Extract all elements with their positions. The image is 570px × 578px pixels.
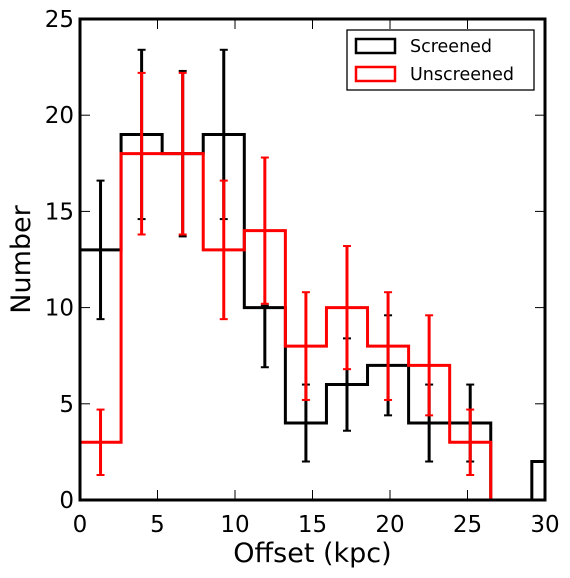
x-tick-label: 25 (453, 512, 482, 538)
legend-swatch-unscreened (354, 65, 397, 83)
error-bar (137, 71, 146, 236)
y-tick-label: 25 (45, 7, 74, 33)
error-bar (466, 408, 475, 476)
error-bar (425, 314, 434, 417)
x-tick-label: 5 (150, 512, 165, 538)
error-bar (260, 304, 269, 369)
y-tick-label: 20 (45, 103, 74, 129)
error-bar (260, 156, 269, 305)
error-bar (301, 291, 310, 401)
x-tick-label: 20 (375, 512, 404, 538)
y-tick-label: 5 (59, 392, 74, 418)
x-tick-label: 15 (298, 512, 327, 538)
error-bar (342, 245, 351, 371)
error-bar (384, 291, 393, 401)
legend-swatch-screened (354, 37, 397, 55)
x-tick-label: 30 (530, 512, 559, 538)
y-tick-label: 0 (59, 488, 74, 514)
y-tick-label: 10 (45, 296, 74, 322)
series-screened (80, 48, 545, 500)
histogram-step (80, 152, 493, 500)
series-layer (80, 48, 545, 500)
x-axis-label: Offset (kpc) (233, 538, 391, 569)
x-tick-label: 0 (73, 512, 88, 538)
legend-label-screened: Screened (410, 37, 492, 57)
tick-labels: 0 5 10 15 20 25 30 0 5 10 15 20 25 (45, 7, 560, 538)
y-tick-label: 15 (45, 199, 74, 225)
legend-label-unscreened: Unscreened (410, 65, 514, 85)
histogram-step (530, 460, 545, 500)
y-axis-label: Number (6, 204, 37, 313)
plot-frame (78, 17, 547, 502)
x-tick-label: 10 (220, 512, 249, 538)
error-bar (219, 179, 228, 321)
legend: Screened Unscreened (346, 29, 535, 91)
series-unscreened (80, 71, 493, 500)
error-bar (178, 71, 187, 236)
error-bar (96, 179, 105, 321)
error-bar (96, 408, 105, 476)
axis-ticks (79, 18, 546, 501)
